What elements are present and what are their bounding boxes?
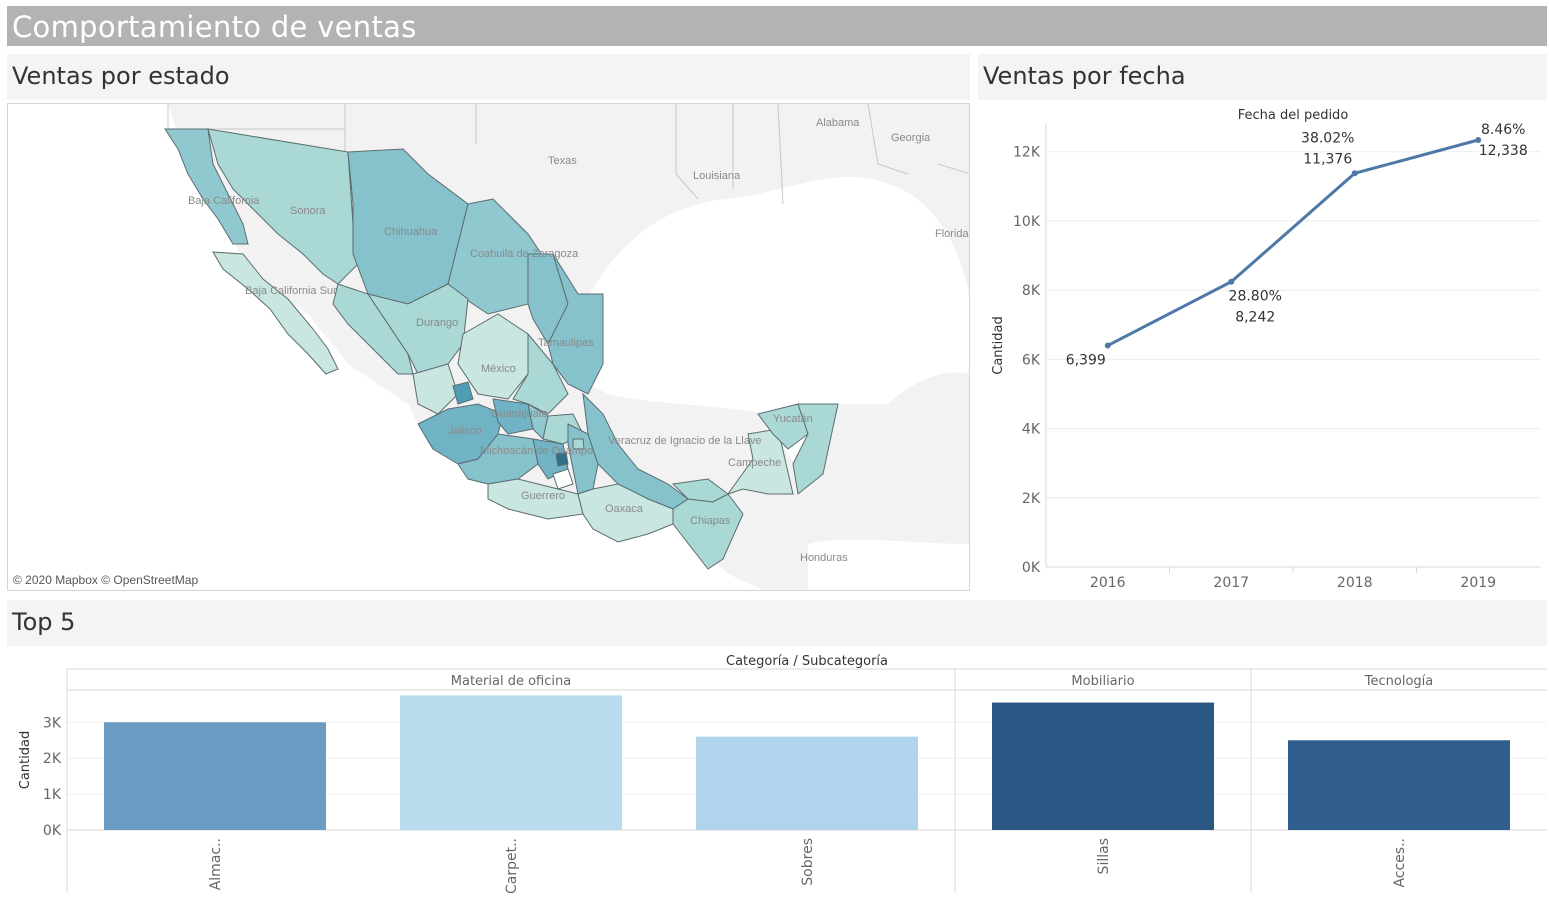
line-chart-pct-label: 38.02% [1301, 130, 1354, 146]
bar-chart-xtick: Sillas [1096, 838, 1112, 874]
map-label-guanajuato: Guanajuato [491, 408, 548, 420]
line-chart-xtick: 2017 [1213, 575, 1249, 591]
state-guanajuato [492, 398, 534, 435]
map-label-oaxaca: Oaxaca [605, 503, 644, 515]
line-chart-value-label: 6,399 [1066, 353, 1106, 369]
sales-by-date-line-chart[interactable]: Fecha del pedido Cantidad 0K 2K 4K 6K 8K 10K 12K… [978, 102, 1547, 596]
line-chart-pct-label: 8.46% [1481, 122, 1525, 138]
map-attribution: © 2020 Mapbox © OpenStreetMap [13, 573, 199, 587]
line-chart-point [1104, 342, 1111, 349]
caribbean-sea [808, 539, 969, 590]
line-chart-xtick: 2016 [1090, 575, 1126, 591]
line-chart-xtick: 2019 [1460, 575, 1496, 591]
map-label-baja-california: Baja California [188, 195, 260, 207]
state-quintana-roo [792, 403, 839, 495]
bar-chart-group-header: Mobiliario [1071, 674, 1134, 689]
map-label-chihuahua: Chihuahua [384, 226, 438, 238]
bar-chart-xtick: Almac.. [208, 838, 224, 890]
line-chart-ytick: 6K [1022, 352, 1041, 368]
top5-bar-chart[interactable]: Categoría / Subcategoría Cantidad Material… [7, 648, 1547, 893]
line-chart-point [1228, 278, 1235, 285]
map-canvas[interactable]: Texas Louisiana Alabama Georgia Florida … [8, 104, 970, 591]
line-chart-ytick: 2K [1022, 491, 1041, 507]
line-chart-value-label: 8,242 [1235, 310, 1275, 326]
bar-chart-ytick: 1K [43, 787, 62, 803]
bar-chart-xtick: Sobres [800, 838, 816, 886]
line-chart-pct-label: 28.80% [1229, 289, 1282, 305]
map-label-mexico: México [481, 363, 516, 375]
bar-chart-bar [1288, 740, 1510, 830]
map-label-coahuila: Coahuila de Zaragoza [470, 248, 579, 260]
bar-chart-xtick: Carpet.. [504, 838, 520, 893]
line-chart-point [1351, 170, 1358, 177]
state-zacatecas [457, 313, 529, 400]
state-chiapas [672, 493, 744, 570]
bar-chart-ytick: 2K [43, 751, 62, 767]
sales-by-state-map[interactable]: Texas Louisiana Alabama Georgia Florida … [7, 103, 970, 591]
line-chart-ytick: 8K [1022, 283, 1041, 299]
map-label-florida: Florida [935, 228, 970, 240]
map-label-tamaulipas: Tamaulipas [538, 337, 594, 349]
bar-chart-ylabel: Cantidad [18, 731, 33, 789]
state-tamaulipas [547, 253, 604, 395]
map-label-georgia: Georgia [891, 132, 931, 144]
map-label-chiapas: Chiapas [690, 515, 731, 527]
line-chart-value-label: 11,376 [1303, 151, 1352, 167]
line-chart-series [1107, 138, 1479, 347]
map-label-louisiana: Louisiana [693, 170, 741, 182]
state-coahuila [447, 198, 549, 315]
bar-chart-bar [992, 702, 1214, 830]
map-label-sonora: Sonora [290, 205, 326, 217]
map-label-jalisco: Jalisco [448, 425, 482, 437]
map-section-title: Ventas por estado [7, 54, 970, 100]
bar-chart-group-header: Material de oficina [451, 674, 571, 689]
map-label-michoacan: Michoacán de Ocampo [480, 445, 593, 457]
gulf-of-mexico [568, 177, 969, 474]
state-baja-california [164, 128, 249, 245]
state-yucatan [757, 403, 809, 450]
line-chart-ylabel: Cantidad [991, 316, 1006, 374]
state-cdmx [555, 451, 569, 467]
bar-chart-bar [400, 695, 622, 830]
state-aguascalientes [452, 381, 474, 405]
bar-chart-ytick: 3K [43, 715, 62, 731]
bar-chart-ytick: 0K [43, 823, 62, 839]
map-label-baja-california-sur: Baja California Sur [245, 285, 337, 297]
bar-chart-bar [104, 722, 326, 830]
pacific-ocean [8, 104, 764, 590]
map-label-alabama: Alabama [816, 117, 860, 129]
state-san-luis-potosi [512, 332, 569, 415]
map-label-campeche: Campeche [728, 457, 781, 469]
map-label-yucatan: Yucatán [773, 413, 813, 425]
dashboard-title: Comportamiento de ventas [7, 6, 1547, 46]
map-label-veracruz: Veracruz de Ignacio de la Llave [608, 435, 762, 447]
state-nayarit [412, 363, 459, 415]
bar-chart-bar [696, 736, 918, 830]
map-label-guerrero: Guerrero [521, 490, 565, 502]
bar-section-title: Top 5 [7, 600, 1547, 646]
line-section-title: Ventas por fecha [978, 54, 1547, 100]
mexico-states [164, 128, 839, 570]
map-label-honduras: Honduras [800, 552, 848, 564]
line-chart-ytick: 12K [1013, 145, 1041, 161]
map-label-texas: Texas [548, 155, 577, 167]
state-morelos [552, 468, 574, 490]
line-chart-xtick: 2018 [1337, 575, 1373, 591]
state-durango [366, 283, 469, 375]
state-tlaxcala [572, 438, 585, 450]
bar-chart-title: Categoría / Subcategoría [726, 654, 888, 669]
line-chart-ytick: 4K [1022, 422, 1041, 438]
state-sonora [207, 128, 359, 285]
line-chart-point [1475, 136, 1482, 143]
map-label-durango: Durango [416, 317, 458, 329]
bar-chart-xtick: Acces.. [1392, 838, 1408, 888]
line-chart-ytick: 10K [1013, 214, 1041, 230]
line-chart-ytick: 0K [1022, 560, 1041, 576]
line-chart-title: Fecha del pedido [1238, 108, 1349, 123]
state-baja-california-sur [212, 251, 339, 375]
line-chart-value-label: 12,338 [1479, 143, 1528, 159]
bar-chart-group-header: Tecnología [1364, 674, 1433, 689]
